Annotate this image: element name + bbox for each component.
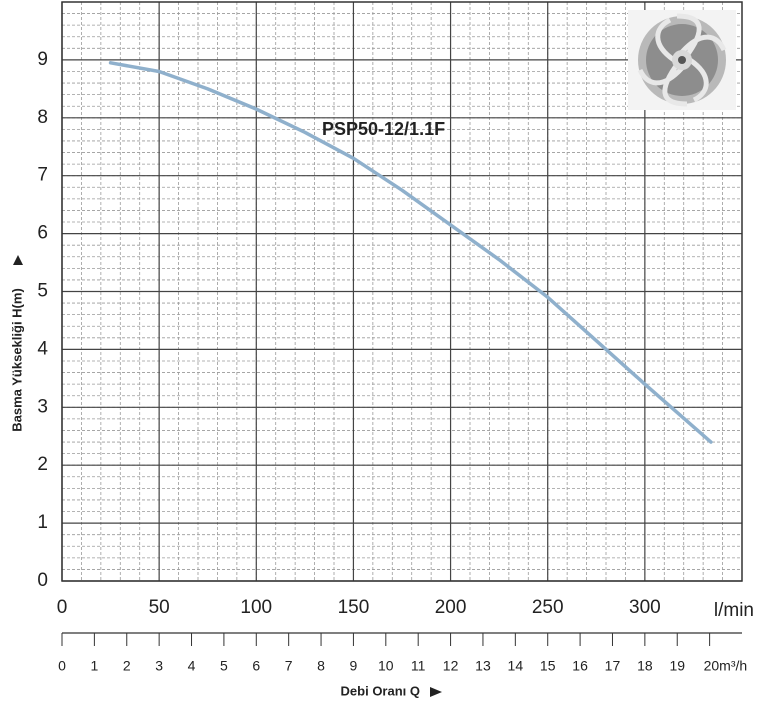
x-tick-label: 200 xyxy=(435,597,467,618)
x2-tick-label: 3 xyxy=(155,658,163,674)
plot-frame xyxy=(61,1,743,582)
y-tick-label: 8 xyxy=(37,107,48,128)
x2-tick-label: 0 xyxy=(58,658,66,674)
impeller-shaft xyxy=(678,56,686,64)
y-tick-label: 1 xyxy=(37,512,48,533)
x2-tick-label: 15 xyxy=(540,658,556,674)
x2-tick-label: 4 xyxy=(188,658,196,674)
y-tick-label: 9 xyxy=(37,49,48,70)
y-tick-label: 4 xyxy=(37,338,48,359)
x2-tick-label: 9 xyxy=(350,658,358,674)
x2-tick-label: 7 xyxy=(285,658,293,674)
curve xyxy=(108,61,713,444)
series-label: PSP50-12/1.1F xyxy=(322,119,445,139)
y-axis-arrow xyxy=(13,255,23,265)
x2-tick-label: 8 xyxy=(317,658,325,674)
x-axis-title: Debi Oranı Q xyxy=(341,683,420,698)
x2-tick-label: 18 xyxy=(637,658,653,674)
x2-tick-label: 12 xyxy=(443,658,459,674)
y-tick-label: 2 xyxy=(37,454,48,475)
y-axis-title: Basma Yüksekliği H(m) xyxy=(9,288,24,432)
x-tick-label: 250 xyxy=(532,597,564,618)
x2-tick-label: 2 xyxy=(123,658,131,674)
x-tick-label: 300 xyxy=(629,597,661,618)
x2-tick-label: 14 xyxy=(508,658,524,674)
impeller-vanes xyxy=(637,13,727,107)
grid xyxy=(61,1,743,582)
y-tick-label: 5 xyxy=(37,281,48,302)
x-tick-label: 100 xyxy=(240,597,272,618)
x2-tick-label: 19 xyxy=(669,658,685,674)
x2-tick-label: 6 xyxy=(252,658,260,674)
x2-tick-label: 11 xyxy=(411,658,426,674)
x-axis-unit: l/min xyxy=(714,600,754,621)
y-tick-label: 3 xyxy=(37,396,48,417)
x2-tick-label: 17 xyxy=(605,658,621,674)
y-tick-label: 6 xyxy=(37,223,48,244)
x2-tick-label: 1 xyxy=(90,658,98,674)
x2-tick-label: 20m³/h xyxy=(704,658,748,674)
x-axis-arrow xyxy=(430,687,442,697)
x2-tick-label: 10 xyxy=(378,658,394,674)
y-tick-label: 7 xyxy=(37,165,48,186)
x2-tick-label: 5 xyxy=(220,658,228,674)
x-tick-label: 150 xyxy=(338,597,370,618)
x2-tick-label: 13 xyxy=(475,658,491,674)
x2-tick-label: 16 xyxy=(572,658,588,674)
impeller-image xyxy=(628,10,736,110)
y-tick-label: 0 xyxy=(37,570,48,591)
x-tick-label: 50 xyxy=(149,597,170,618)
x-tick-label: 0 xyxy=(57,597,68,618)
